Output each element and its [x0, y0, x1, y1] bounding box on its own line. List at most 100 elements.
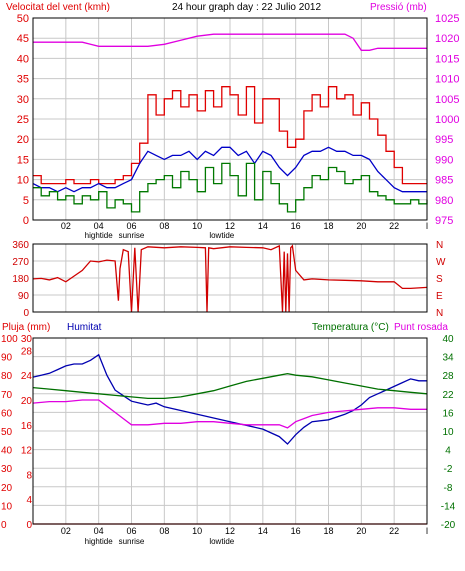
- rain-ytick-label: 0: [26, 520, 32, 531]
- pressure-ytick-label: 980: [435, 195, 453, 207]
- humidity-ytick-label: 50: [1, 427, 13, 438]
- pressure-ytick-label: 1015: [435, 53, 459, 65]
- temperature-ytick-label: 28: [442, 371, 454, 382]
- temperature-ytick-label: -14: [441, 501, 456, 512]
- wind-ytick-label: 10: [17, 175, 29, 187]
- wind-panel-annotation: hightide: [85, 231, 114, 240]
- wind-panel-frame: [32, 17, 428, 221]
- wind-panel-xtick-label: 12: [225, 221, 235, 231]
- wind-panel-xtick-label: 20: [356, 221, 366, 231]
- wind-ytick-label: 30: [17, 94, 29, 106]
- dewpoint-axis-label: Punt rosada: [394, 322, 448, 333]
- wind_avg-line: [32, 146, 427, 193]
- direction-compass-label: N: [436, 308, 443, 319]
- humidity-ytick-label: 20: [1, 483, 13, 494]
- rain-ytick-label: 24: [21, 371, 33, 382]
- temp-panel-xtick-label: 14: [258, 526, 268, 536]
- direction-ytick-label: 360: [12, 240, 29, 251]
- direction-compass-label: E: [436, 291, 443, 302]
- temp-panel-annotation: hightide: [85, 537, 114, 546]
- chart-title: 24 hour graph day : 22 Julio 2012: [172, 2, 321, 13]
- wind-ytick-label: 0: [23, 215, 29, 227]
- wind-direction-line: [32, 244, 428, 313]
- temp-panel-xtick-label: 04: [94, 526, 104, 536]
- temp-panel-xtick-label: 06: [126, 526, 136, 536]
- pressure-ytick-label: 985: [435, 175, 453, 187]
- temperature-ytick-label: 10: [442, 427, 454, 438]
- wind-panel-xtick-label: 10: [192, 221, 202, 231]
- wind-panel-xtick-label: 16: [291, 221, 301, 231]
- pressure-ytick-label: 1000: [435, 114, 459, 126]
- wind-panel-xtick-label: 06: [126, 221, 136, 231]
- direction-compass-label: W: [436, 257, 446, 268]
- temperature-ytick-label: -2: [444, 464, 453, 475]
- direction-ytick-label: 0: [23, 308, 29, 319]
- wind-panel-annotation: lowtide: [209, 231, 234, 240]
- wind-ytick-label: 40: [17, 53, 29, 65]
- temperature-ytick-label: 22: [442, 390, 454, 401]
- wind-panel-xtick-label: l: [426, 221, 428, 231]
- temp-panel-xtick-label: 12: [225, 526, 235, 536]
- temp-panel-xtick-label: 08: [159, 526, 169, 536]
- humidity-ytick-label: 0: [1, 520, 7, 531]
- temp-panel-xtick-label: 02: [61, 526, 71, 536]
- wind-ytick-label: 45: [17, 33, 29, 45]
- rain-ytick-label: 8: [26, 470, 32, 481]
- temp-panel-xtick-label: l: [426, 526, 428, 536]
- temp-panel-xtick-label: 20: [356, 526, 366, 536]
- wind-panel-xtick-label: 02: [61, 221, 71, 231]
- wind_gust-line: [33, 86, 427, 185]
- wind-ytick-label: 5: [23, 195, 29, 207]
- temp-panel-xtick-label: 10: [192, 526, 202, 536]
- pressure-ytick-label: 990: [435, 154, 453, 166]
- temperature-axis-label: Temperatura (°C): [312, 322, 389, 333]
- direction-compass-label: N: [436, 240, 443, 251]
- humidity-axis-label: Humitat: [67, 322, 102, 333]
- temp-panel-xtick-label: 22: [389, 526, 399, 536]
- temperature-line: [32, 372, 428, 400]
- wind-axis-label: Velocitat del vent (kmh): [6, 2, 110, 13]
- humidity-ytick-label: 100: [1, 334, 18, 345]
- wind-ytick-label: 25: [17, 114, 29, 126]
- humidity-ytick-label: 60: [1, 408, 13, 419]
- wind-panel-xtick-label: 22: [389, 221, 399, 231]
- direction-ytick-label: 90: [18, 291, 30, 302]
- temperature-ytick-label: -8: [444, 483, 453, 494]
- wind-ytick-label: 20: [17, 134, 29, 146]
- wind-panel-xtick-label: 14: [258, 221, 268, 231]
- pressure-ytick-label: 1025: [435, 13, 459, 25]
- humidity-ytick-label: 30: [1, 464, 13, 475]
- rain-axis-label: Pluja (mm): [2, 322, 50, 333]
- temp-panel-xtick-label: 18: [323, 526, 333, 536]
- humidity-ytick-label: 80: [1, 371, 13, 382]
- dewpoint-line: [32, 399, 427, 429]
- rain-ytick-label: 12: [21, 446, 33, 457]
- pressure-ytick-label: 1020: [435, 33, 459, 45]
- wind-panel-xtick-label: 04: [94, 221, 104, 231]
- rain-ytick-label: 28: [21, 346, 33, 357]
- temperature-ytick-label: -20: [441, 520, 456, 531]
- wind-ytick-label: 50: [17, 13, 29, 25]
- pressure-ytick-label: 975: [435, 215, 453, 227]
- wind-panel-xtick-label: 18: [323, 221, 333, 231]
- temp-panel-annotation: sunrise: [119, 537, 145, 546]
- direction-panel-frame: [32, 243, 428, 313]
- temperature-ytick-label: 16: [442, 408, 454, 419]
- wind-panel-annotation: sunrise: [119, 231, 145, 240]
- pressure-ytick-label: 1010: [435, 74, 459, 86]
- wind-ytick-label: 35: [17, 74, 29, 86]
- wind_low-line: [33, 162, 428, 213]
- humidity-ytick-label: 70: [1, 390, 13, 401]
- direction-ytick-label: 180: [12, 274, 29, 285]
- temperature-ytick-label: 34: [442, 353, 454, 364]
- temp-panel-xtick-label: 16: [291, 526, 301, 536]
- pressure-ytick-label: 995: [435, 134, 453, 146]
- temp-panel-annotation: lowtide: [209, 537, 234, 546]
- humidity-ytick-label: 90: [1, 353, 13, 364]
- temperature-ytick-label: 4: [445, 446, 451, 457]
- humidity-ytick-label: 40: [1, 446, 13, 457]
- pressure-axis-label: Pressió (mb): [370, 2, 427, 13]
- temp-panel-frame: [32, 337, 428, 525]
- temperature-ytick-label: 40: [442, 334, 454, 345]
